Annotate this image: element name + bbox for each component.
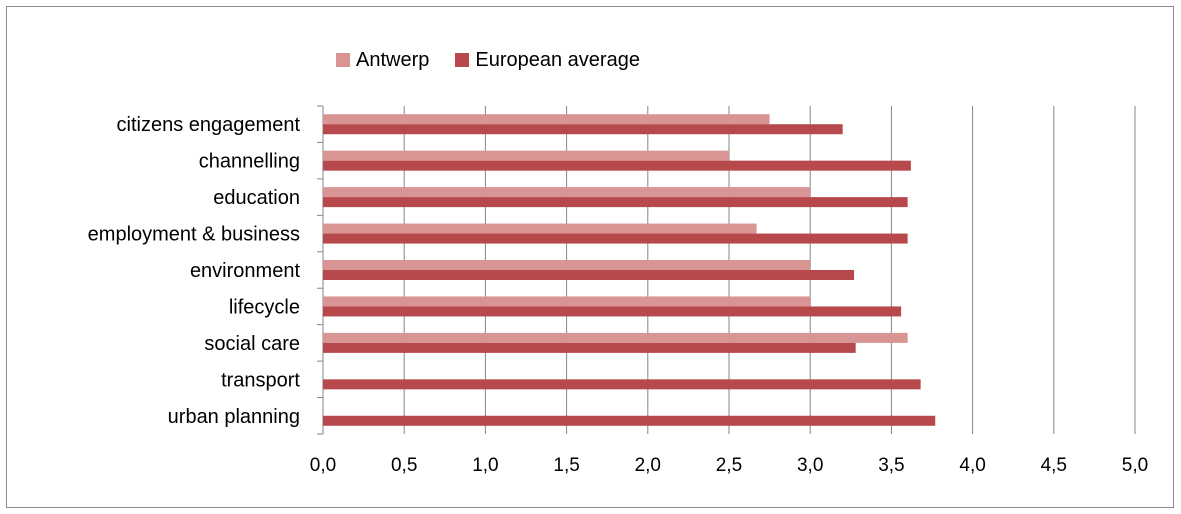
category-label: environment [190, 260, 301, 282]
legend-swatch-european-average [455, 53, 470, 67]
x-tick-label: 1,5 [553, 455, 579, 476]
legend-item-antwerp: Antwerp [336, 49, 429, 72]
bar-european-average [323, 306, 902, 317]
bar-antwerp [323, 296, 811, 307]
legend-label-antwerp: Antwerp [356, 48, 430, 71]
category-label: social care [204, 333, 300, 355]
x-tick-label: 2,5 [716, 455, 742, 476]
bar-antwerp [323, 260, 811, 270]
x-tick-label: 0,5 [391, 455, 417, 476]
bar-antwerp [323, 332, 908, 343]
legend: Antwerp European average [336, 46, 640, 74]
x-tick-label: 2,0 [635, 455, 661, 476]
category-label: urban planning [168, 406, 300, 428]
bar-antwerp [323, 114, 770, 125]
category-label: lifecycle [229, 296, 300, 318]
x-tick-label: 4,0 [959, 455, 985, 476]
bar-european-average [323, 124, 843, 135]
bar-european-average [323, 379, 921, 390]
x-tick-label: 0,0 [310, 455, 336, 476]
x-tick-label: 4,5 [1041, 455, 1067, 476]
bar-antwerp [323, 187, 811, 198]
category-label: citizens engagement [117, 114, 301, 136]
x-tick-label: 3,5 [878, 455, 904, 476]
bar-european-average [323, 197, 908, 208]
category-label: transport [221, 369, 300, 391]
bar-european-average [323, 415, 936, 426]
x-tick-label: 5,0 [1122, 455, 1148, 476]
bar-european-average [323, 342, 856, 353]
legend-label-european-average: European average [475, 48, 640, 71]
legend-item-european-average: European average [455, 49, 640, 72]
legend-swatch-antwerp [336, 53, 350, 67]
bar-antwerp [323, 223, 757, 234]
category-label: education [213, 187, 300, 209]
x-tick-label: 1,0 [472, 455, 498, 476]
bar-european-average [323, 270, 855, 280]
x-tick-label: 3,0 [797, 455, 823, 476]
category-label: channelling [199, 151, 300, 173]
bar-european-average [323, 160, 911, 171]
bar-antwerp [323, 150, 729, 161]
category-label: employment & business [88, 224, 300, 246]
bar-european-average [323, 233, 908, 244]
